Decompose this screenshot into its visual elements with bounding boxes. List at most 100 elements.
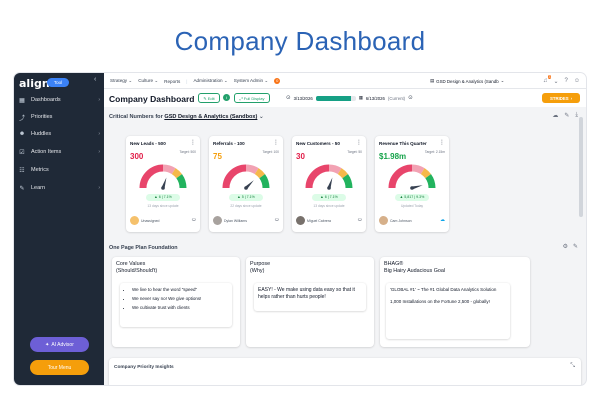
kpi-updated: Updated Today: [400, 204, 424, 208]
chevron-right-icon: ›: [570, 95, 573, 101]
avatar: [213, 216, 222, 225]
person-icon[interactable]: ⛀: [191, 217, 196, 223]
sidebar-item-huddles[interactable]: ☻ Huddles ›: [14, 127, 104, 141]
next-period-icon[interactable]: ⊙: [408, 95, 413, 101]
kebab-menu-icon[interactable]: ⋮: [190, 140, 196, 146]
gauge-amber-segment: [420, 168, 432, 179]
prev-period-icon[interactable]: ⊙: [286, 95, 291, 101]
chevron-down-icon[interactable]: ⌄: [258, 114, 264, 120]
user-icon[interactable]: ☺: [573, 78, 580, 84]
gauge-red-segment: [139, 164, 164, 189]
period-selector: ⊙ 3/13/2026 ▦ 6/13/2026 (Current) ⊙: [286, 93, 413, 103]
calendar-icon: ▦: [358, 95, 363, 100]
person-icon[interactable]: ⛀: [357, 217, 362, 223]
info-icon[interactable]: i: [223, 94, 230, 101]
period-progress-fill: [315, 95, 351, 101]
kpi-gauge: [305, 164, 353, 190]
list-item: We live to hear the word "speed": [132, 287, 228, 293]
ai-advisor-button[interactable]: ✦ AI Advisor: [30, 337, 89, 352]
avatar: [130, 216, 139, 225]
kpi-updated: 13 days since update: [313, 204, 345, 208]
menu-divider: |: [186, 78, 188, 84]
kpi-name: New Leads - 500: [130, 141, 166, 146]
download-icon[interactable]: ⤓: [575, 112, 578, 118]
scrollbar[interactable]: [579, 117, 583, 217]
bell-count: 3: [547, 75, 552, 79]
kpi-delta: ▲ 6 | 7.1%: [146, 194, 180, 201]
learn-icon: ✎: [19, 185, 25, 192]
kebab-menu-icon[interactable]: ⋮: [439, 140, 445, 146]
chevron-right-icon: ›: [98, 185, 100, 191]
metrics-icon: ☷: [19, 167, 25, 174]
kpi-delta: ▲ 5,817 | 9.3%: [395, 194, 429, 201]
period-start: 3/13/2026: [293, 95, 313, 101]
kpi-card-new-customers[interactable]: New Customers - 50 ⋮ 30 Target: 50 ▲ 6 |…: [292, 136, 366, 232]
gauge-needle: [411, 185, 423, 190]
tour-menu-button[interactable]: Tour Menu: [30, 360, 89, 375]
core-values-subheading: (Should/Should't): [116, 267, 158, 274]
kpi-card-new-leads[interactable]: New Leads - 500 ⋮ 300 Target: 500 ▲ 6 | …: [126, 136, 200, 232]
dashboard-content: Critical Numbers for GSD Design & Analyt…: [104, 107, 586, 385]
priority-insights-title: Company Priority Insights: [114, 365, 174, 370]
bhag-subheading: Big Hairy Audacious Goal: [384, 267, 446, 274]
org-selector[interactable]: ▤ GSD Design & Analytics (Sandb ⌄: [430, 78, 505, 84]
checkbox-icon: ☑: [19, 149, 25, 156]
gauge-needle: [327, 177, 333, 189]
kpi-owner: Unassigned: [130, 216, 159, 225]
menu-strategy[interactable]: Strategy ⌄: [110, 78, 133, 83]
chevron-right-icon: ›: [98, 97, 100, 103]
menu-reports[interactable]: Reports: [164, 78, 181, 84]
cloud-icon[interactable]: ☁: [552, 113, 559, 119]
kebab-menu-icon[interactable]: ⋮: [273, 140, 279, 146]
help-icon[interactable]: ?: [564, 78, 568, 84]
dashboard-header: Company Dashboard ✎ Edit i ⤢ Full Displa…: [104, 89, 586, 107]
chevron-right-icon: ›: [98, 131, 100, 137]
purpose-heading: Purpose: [250, 261, 271, 267]
chevron-left-icon[interactable]: ‹: [94, 76, 97, 83]
sidebar-item-metrics[interactable]: ☷ Metrics: [14, 163, 104, 177]
sidebar-item-priorities[interactable]: ⤴ Priorities: [14, 110, 104, 124]
app-window: align Tool ‹ ▦ Dashboards › ⤴ Priorities…: [14, 73, 586, 385]
full-display-button[interactable]: ⤢ Full Display: [234, 93, 270, 103]
gauge-red-segment: [222, 164, 247, 189]
menu-administration[interactable]: Administration ⌄: [193, 78, 228, 83]
collapse-icon[interactable]: ⤡: [570, 363, 575, 369]
kpi-gauge: [388, 164, 436, 190]
sidebar: align Tool ‹ ▦ Dashboards › ⤴ Priorities…: [14, 73, 104, 385]
kebab-menu-icon[interactable]: ⋮: [356, 140, 362, 146]
pencil-icon[interactable]: ✎: [572, 244, 578, 250]
purpose-card: Purpose (Why) EASY! - We make using data…: [246, 257, 374, 347]
kpi-actual: 30: [296, 152, 305, 161]
kpi-card-revenue[interactable]: Revenue This Quarter ⋮ $1.98m Target: 2.…: [375, 136, 449, 232]
kpi-name: Referrals - 100: [213, 141, 245, 146]
menu-culture[interactable]: Culture ⌄: [138, 78, 159, 83]
bell-icon[interactable]: ♫ 3: [542, 75, 552, 84]
sidebar-item-label: Huddles: [31, 131, 52, 137]
tier-badge[interactable]: Tool: [47, 78, 69, 87]
sidebar-item-dashboards[interactable]: ▦ Dashboards ›: [14, 93, 104, 107]
sparkle-icon: ✦: [45, 341, 50, 348]
purpose-text: EASY! - We make using data easy so that …: [254, 283, 366, 311]
brand-logo: align: [19, 77, 50, 90]
menu-system-admin[interactable]: System Admin ⌄: [233, 78, 269, 83]
cloud-icon[interactable]: ☁: [440, 217, 445, 223]
edit-button[interactable]: ✎ Edit: [198, 93, 220, 103]
opp-title: One Page Plan Foundation: [109, 245, 178, 251]
org-link[interactable]: GSD Design & Analytics (Sandbox): [164, 114, 258, 120]
gauge-green-segment: [425, 174, 436, 189]
person-icon[interactable]: ⛀: [274, 217, 279, 223]
bhag-text: 'GLOBAL #1' ~ The #1 Global Data Analyti…: [386, 283, 510, 339]
pencil-icon[interactable]: ✎: [564, 113, 570, 119]
notification-count[interactable]: 0: [274, 78, 281, 84]
chevron-down-icon[interactable]: ⌄: [553, 78, 559, 85]
strides-button[interactable]: STRIDES ›: [542, 93, 580, 103]
core-values-heading: Core Values: [116, 261, 146, 267]
gear-icon[interactable]: ⚙: [562, 244, 568, 250]
sidebar-item-learn[interactable]: ✎ Learn ›: [14, 181, 104, 195]
kpi-card-referrals[interactable]: Referrals - 100 ⋮ 75 Target: 100 ▲ 5 | 7…: [209, 136, 283, 232]
gauge-hub: [244, 186, 248, 190]
kpi-owner: Miguel Cabrera: [296, 216, 331, 225]
sidebar-item-action-items[interactable]: ☑ Action Items ›: [14, 145, 104, 159]
bhag-heading: BHAG®: [384, 261, 404, 267]
list-item: We cultivate trust with clients: [132, 305, 228, 311]
